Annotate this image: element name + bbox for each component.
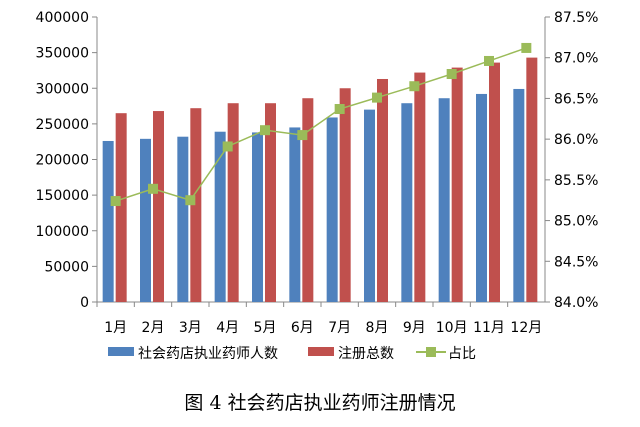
ratio-marker: [148, 183, 158, 194]
chart-caption: 图 4 社会药店执业药师注册情况: [184, 392, 456, 414]
y2-tick-label: 86.0%: [554, 132, 598, 148]
y-tick-label: 100000: [36, 224, 89, 240]
bar-pharmacists: [438, 98, 450, 302]
y2-tick-label: 85.0%: [554, 214, 598, 230]
y2-tick-label: 84.0%: [554, 295, 598, 311]
bar-total: [526, 57, 538, 302]
legend-label: 占比: [448, 346, 476, 362]
ratio-marker: [372, 92, 382, 103]
y-tick-label: 50000: [44, 259, 89, 275]
bar-total: [489, 62, 500, 302]
bar-total: [302, 98, 314, 302]
x-tick-label: 6月: [291, 320, 314, 336]
x-tick-label: 5月: [254, 320, 277, 336]
ratio-marker: [222, 141, 233, 152]
bar-total: [377, 78, 388, 302]
bar-pharmacists: [364, 109, 375, 302]
bar-total: [339, 88, 351, 302]
y-tick-label: 250000: [36, 117, 89, 133]
y-tick-label: 400000: [36, 10, 89, 26]
x-tick-label: 12月: [510, 320, 542, 336]
x-tick-label: 7月: [328, 320, 351, 336]
y-tick-label: 350000: [36, 46, 89, 62]
legend-swatch: [308, 347, 334, 356]
x-tick-label: 8月: [366, 320, 389, 336]
legend-marker: [426, 347, 436, 357]
y2-tick-label: 87.5%: [554, 10, 598, 26]
ratio-line: [115, 47, 527, 202]
ratio-marker: [446, 69, 457, 79]
ratio-marker: [297, 130, 308, 141]
ratio-marker: [484, 55, 494, 66]
bar-pharmacists: [252, 132, 263, 302]
bar-total: [153, 111, 164, 302]
x-tick-label: 9月: [403, 320, 426, 336]
y-tick-label: 0: [80, 295, 89, 311]
ratio-marker: [521, 42, 532, 53]
x-tick-label: 4月: [216, 320, 239, 336]
bar-pharmacists: [214, 131, 226, 302]
bar-total: [451, 67, 463, 303]
legend-label: 注册总数: [338, 346, 394, 362]
y-tick-label: 200000: [36, 153, 89, 169]
ratio-marker: [110, 196, 121, 207]
ratio-marker: [409, 81, 420, 92]
bar-pharmacists: [102, 140, 114, 302]
y-tick-label: 150000: [36, 188, 89, 204]
bar-total: [414, 72, 426, 302]
bar-pharmacists: [289, 127, 301, 302]
bar-total: [265, 103, 276, 303]
ratio-marker: [260, 125, 270, 136]
bar-total: [190, 108, 202, 302]
bar-pharmacists: [401, 103, 413, 303]
x-tick-label: 10月: [436, 320, 468, 336]
bar-pharmacists: [177, 136, 189, 302]
y2-tick-label: 86.5%: [554, 91, 598, 107]
bar-pharmacists: [326, 117, 338, 303]
x-tick-label: 11月: [473, 320, 505, 336]
legend-swatch: [108, 347, 134, 356]
bar-total: [115, 113, 127, 302]
bar-pharmacists: [140, 138, 151, 302]
ratio-marker: [334, 104, 345, 115]
ratio-marker: [185, 195, 196, 206]
bar-total: [227, 103, 239, 303]
combo-chart: 0 50000 100000 150000 200000 250000 300000 3500…: [36, 10, 599, 362]
legend-label: 社会药店执业药师人数: [138, 346, 278, 362]
bar-pharmacists: [513, 88, 525, 303]
bar-pharmacists: [476, 93, 487, 302]
y2-tick-label: 84.5%: [554, 254, 598, 270]
y2-tick-label: 87.0%: [554, 51, 598, 67]
x-tick-label: 3月: [179, 320, 202, 336]
x-tick-label: 2月: [142, 320, 165, 336]
y2-tick-label: 85.5%: [554, 173, 598, 189]
y-tick-label: 300000: [36, 81, 89, 97]
x-tick-label: 1月: [104, 320, 127, 336]
